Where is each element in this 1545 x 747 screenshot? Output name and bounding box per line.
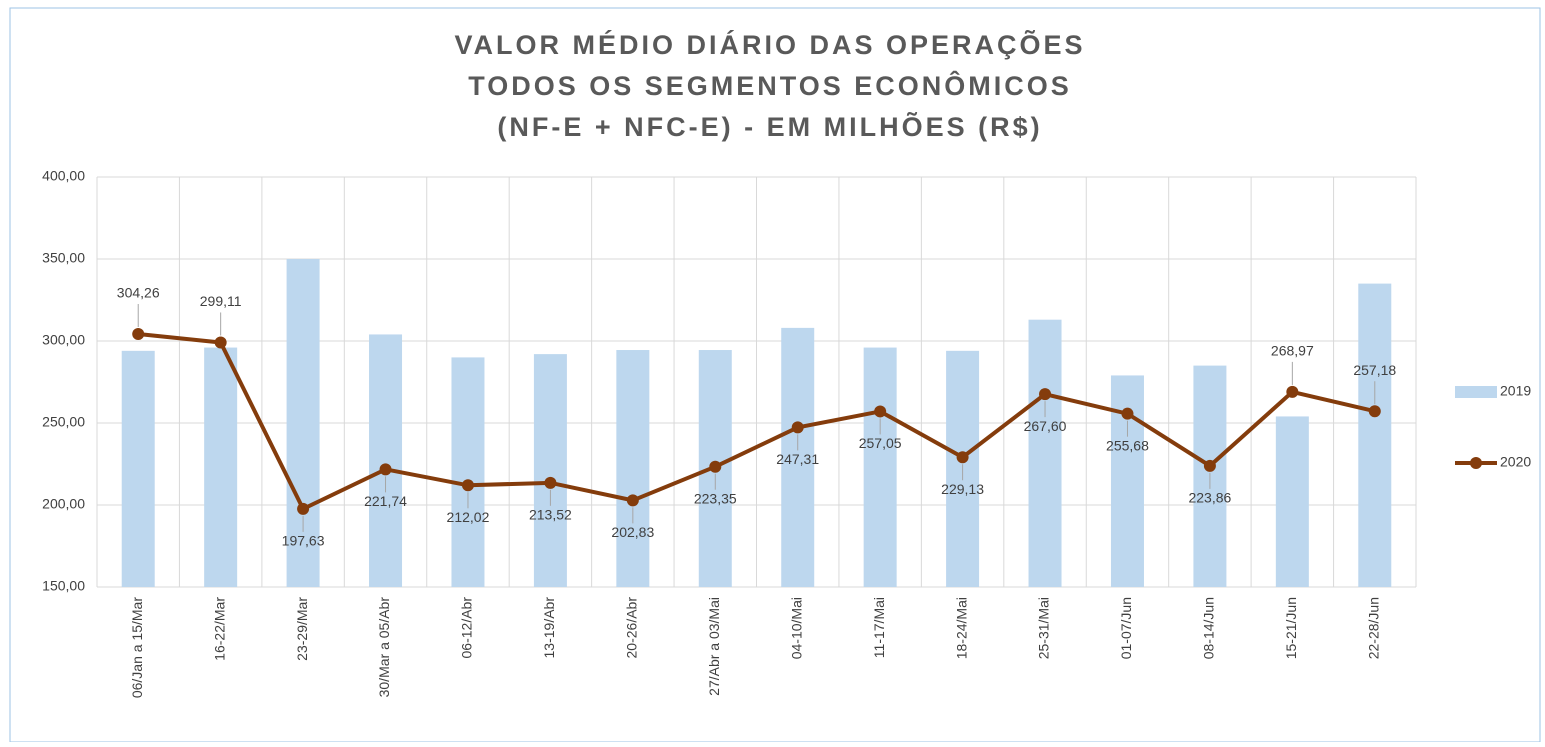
line-point bbox=[132, 328, 145, 341]
data-label: 299,11 bbox=[200, 293, 242, 309]
bar bbox=[451, 357, 485, 587]
x-tick-label: 13-19/Abr bbox=[541, 597, 557, 659]
bar bbox=[369, 334, 403, 587]
data-label: 202,83 bbox=[611, 524, 654, 540]
data-label: 223,86 bbox=[1188, 490, 1231, 506]
line-point bbox=[874, 405, 887, 418]
bar bbox=[1028, 319, 1062, 587]
line-point bbox=[214, 336, 227, 349]
chart-title: (NF-E + NFC-E) - EM MILHÕES (R$) bbox=[497, 111, 1042, 142]
data-label: 197,63 bbox=[282, 533, 325, 549]
y-tick-label: 350,00 bbox=[42, 250, 85, 266]
x-tick-label: 08-14/Jun bbox=[1201, 597, 1217, 659]
line-point bbox=[1121, 407, 1134, 420]
legend-label: 2020 bbox=[1500, 454, 1531, 470]
y-tick-label: 300,00 bbox=[42, 332, 85, 348]
line-point bbox=[1203, 459, 1216, 472]
y-tick-label: 250,00 bbox=[42, 414, 85, 430]
x-tick-label: 20-26/Abr bbox=[624, 597, 640, 659]
x-tick-label: 15-21/Jun bbox=[1283, 597, 1299, 659]
bar bbox=[1358, 283, 1392, 587]
y-tick-label: 150,00 bbox=[42, 578, 85, 594]
bar bbox=[1275, 416, 1309, 587]
data-label: 247,31 bbox=[776, 451, 819, 467]
data-label: 257,05 bbox=[859, 435, 902, 451]
x-tick-label: 23-29/Mar bbox=[294, 597, 310, 661]
y-tick-label: 400,00 bbox=[42, 168, 85, 184]
bar bbox=[616, 350, 650, 587]
bar bbox=[781, 327, 815, 587]
line-point bbox=[379, 463, 392, 476]
data-label: 229,13 bbox=[941, 481, 984, 497]
x-tick-label: 06-12/Abr bbox=[459, 597, 475, 659]
data-label: 255,68 bbox=[1106, 437, 1149, 453]
data-label: 223,35 bbox=[694, 490, 737, 506]
line-point bbox=[1368, 405, 1381, 418]
x-tick-label: 22-28/Jun bbox=[1365, 597, 1381, 659]
data-label: 304,26 bbox=[117, 285, 160, 301]
legend-label: 2019 bbox=[1500, 383, 1531, 399]
line bbox=[138, 332, 1376, 512]
bar bbox=[286, 259, 320, 587]
data-label: 267,60 bbox=[1024, 418, 1067, 434]
x-tick-label: 01-07/Jun bbox=[1118, 597, 1134, 659]
line-point bbox=[544, 476, 557, 489]
chart-title: TODOS OS SEGMENTOS ECONÔMICOS bbox=[468, 70, 1072, 101]
x-tick-label: 16-22/Mar bbox=[211, 597, 227, 661]
x-tick-label: 27/Abr a 03/Mai bbox=[706, 597, 722, 696]
x-tick-label: 30/Mar a 05/Abr bbox=[376, 597, 392, 698]
data-label: 213,52 bbox=[529, 507, 572, 523]
x-tick-label: 25-31/Mai bbox=[1036, 597, 1052, 659]
line-point bbox=[709, 460, 722, 473]
data-label: 212,02 bbox=[447, 509, 490, 525]
data-label: 221,74 bbox=[364, 493, 407, 509]
line-point bbox=[1286, 385, 1299, 398]
bar bbox=[1110, 375, 1144, 587]
line-point bbox=[626, 494, 639, 507]
data-label: 257,18 bbox=[1353, 362, 1396, 378]
bar bbox=[533, 354, 567, 587]
line-point bbox=[956, 451, 969, 464]
line-point bbox=[297, 502, 310, 515]
chart-title: VALOR MÉDIO DIÁRIO DAS OPERAÇÕES bbox=[454, 29, 1085, 60]
bar bbox=[863, 347, 897, 587]
y-tick-label: 200,00 bbox=[42, 496, 85, 512]
line-point bbox=[791, 421, 804, 434]
x-tick-label: 04-10/Mai bbox=[788, 597, 804, 659]
bar bbox=[121, 350, 155, 587]
x-tick-label: 11-17/Mai bbox=[871, 597, 887, 658]
legend-swatch bbox=[1470, 457, 1482, 469]
line-point bbox=[1039, 388, 1052, 401]
data-label: 268,97 bbox=[1271, 343, 1314, 359]
line-point bbox=[461, 479, 474, 492]
x-tick-label: 06/Jan a 15/Mar bbox=[129, 597, 145, 699]
x-tick-label: 18-24/Mai bbox=[953, 597, 969, 659]
legend-swatch bbox=[1455, 386, 1497, 398]
bar bbox=[204, 347, 238, 587]
